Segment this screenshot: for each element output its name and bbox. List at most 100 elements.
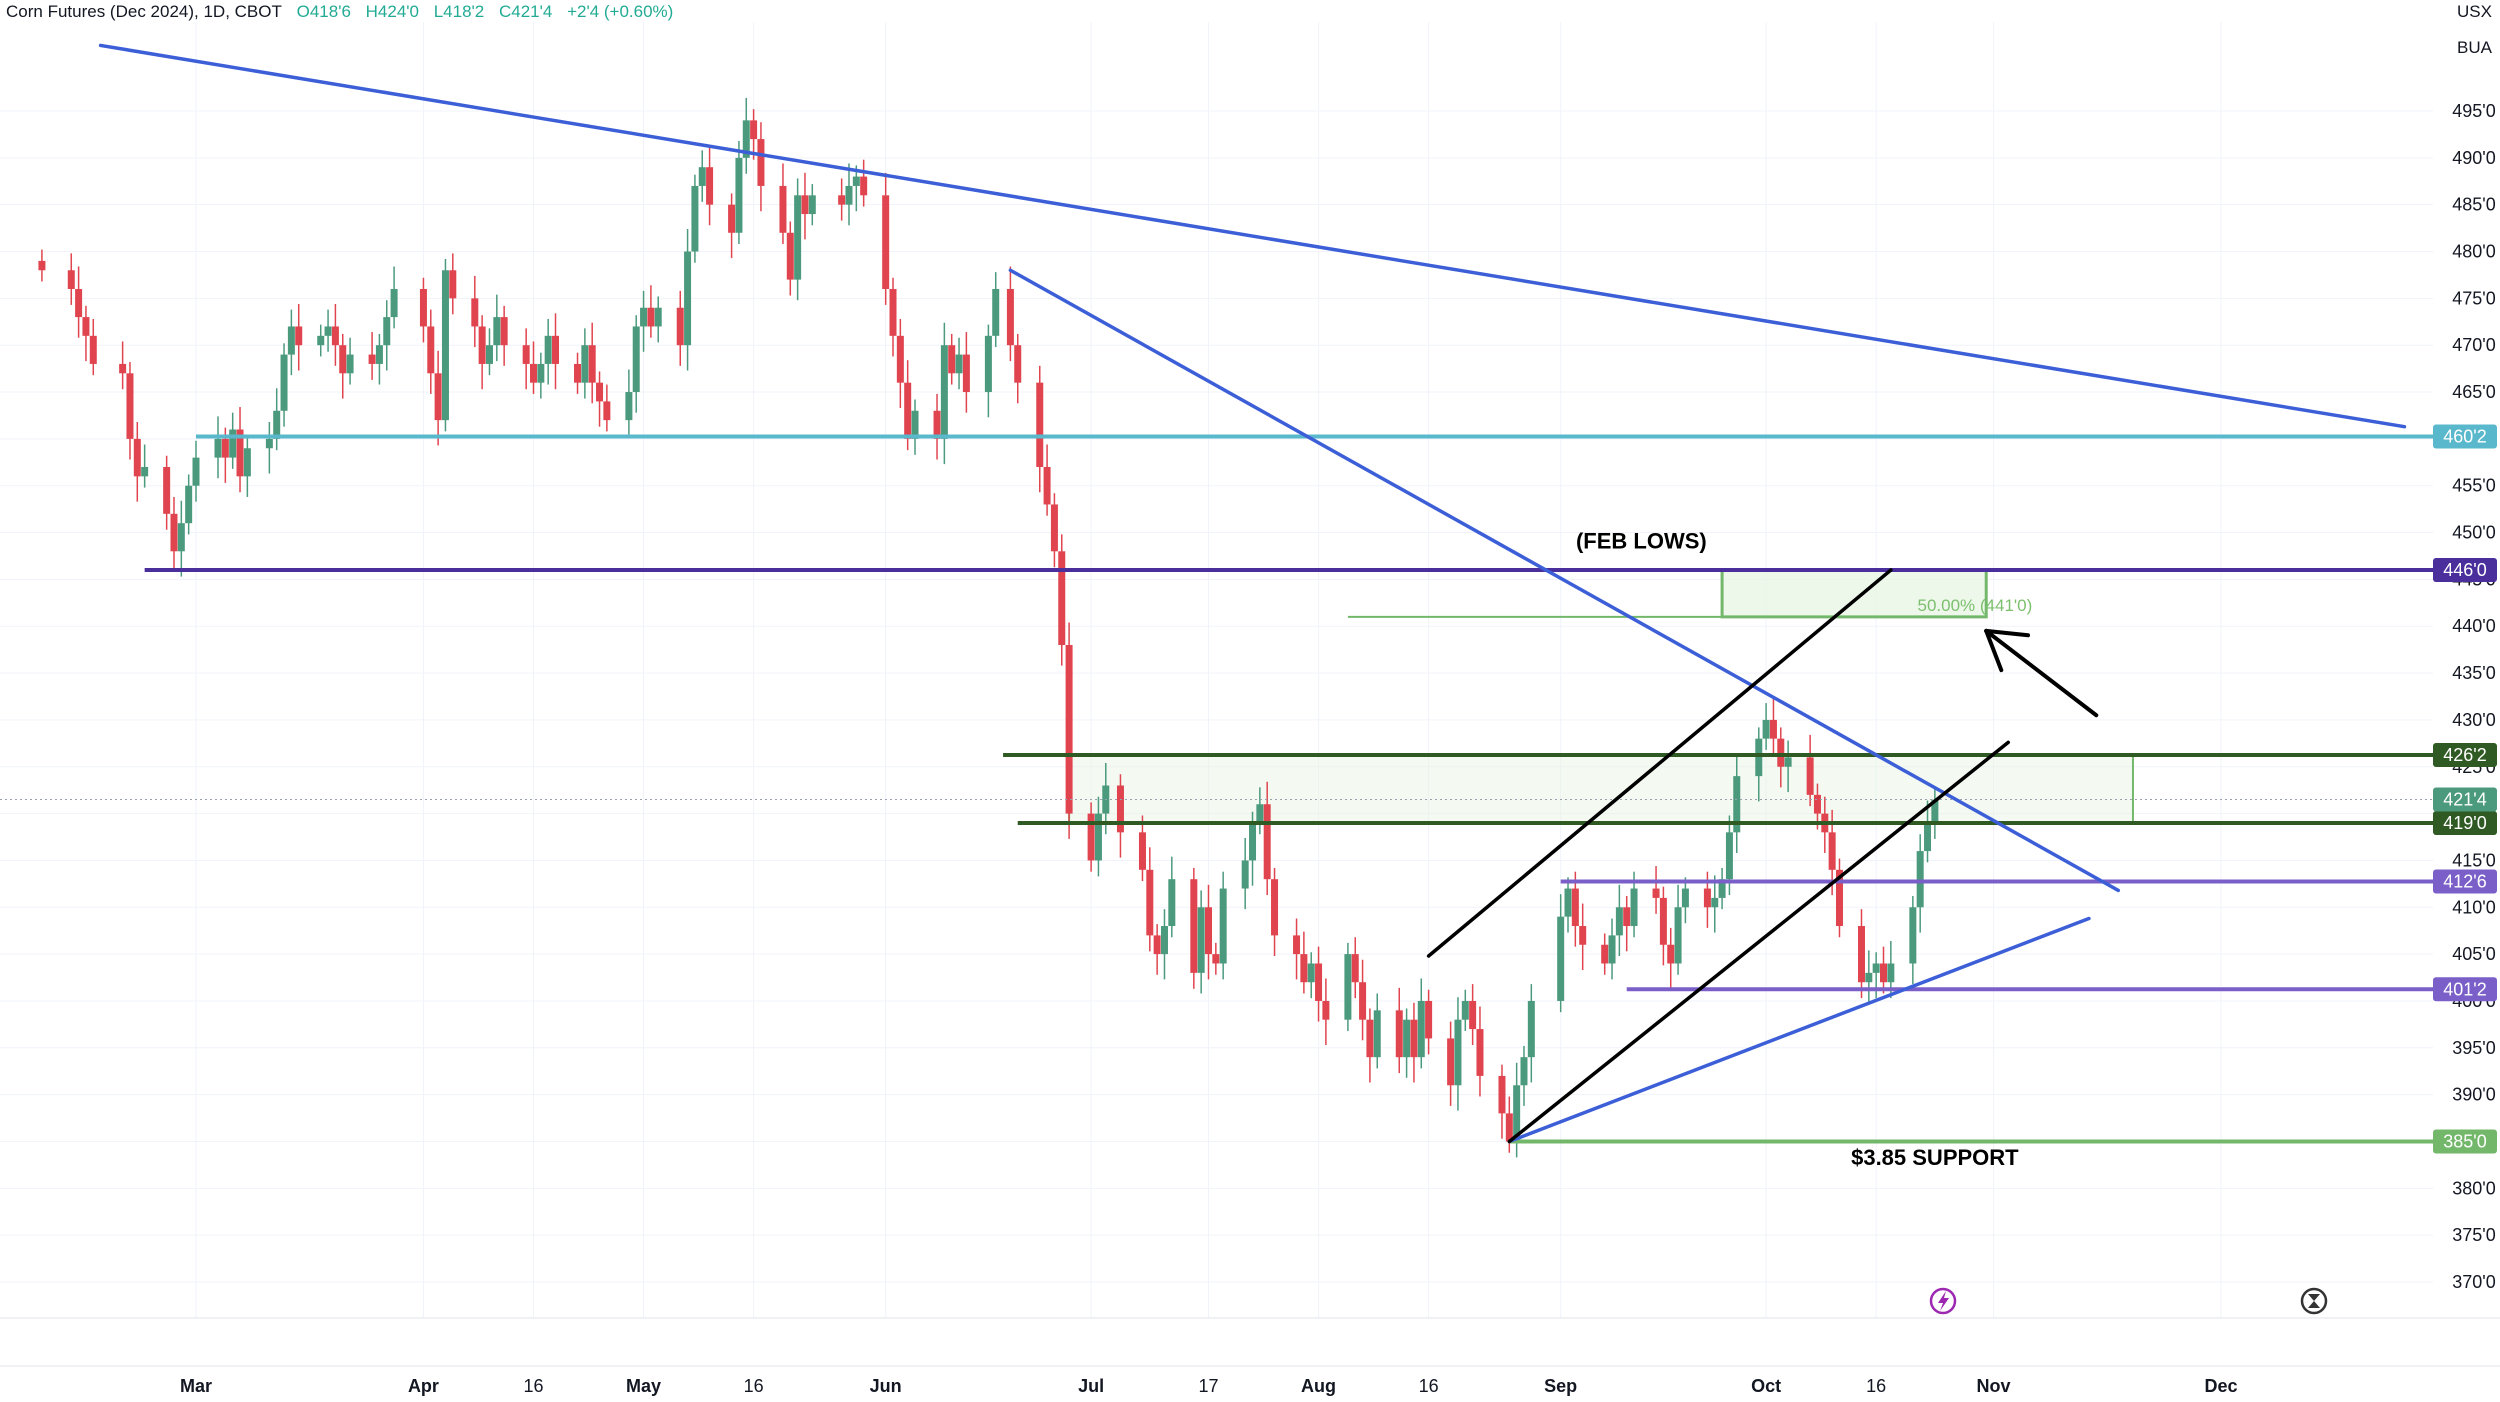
candle-body [163,466,171,514]
candle-body [684,251,692,346]
candle-body [1931,799,1939,823]
price-axis[interactable]: 370'0375'0380'0385'0390'0395'0400'0405'0… [2452,101,2495,1292]
candle-body [1006,288,1014,346]
time-tick-label: Dec [2204,1376,2237,1396]
arrow-shaft [1984,628,2099,718]
candle-body [1718,879,1726,898]
candle-body [1835,869,1843,927]
candle-body [552,335,560,364]
candle-body [1293,935,1301,955]
candle-body [1828,832,1836,870]
candle-body [757,139,765,186]
candle-body [1359,982,1367,1020]
candle-body [1344,954,1352,1020]
time-tick-label: 16 [1866,1376,1886,1396]
candle-body [654,307,662,327]
price-tag [2433,810,2497,835]
time-tick-label: Jun [870,1376,902,1396]
candle-body [1373,1010,1381,1058]
time-tick-label: Apr [408,1376,439,1396]
candle-body [992,288,1000,336]
time-tick-label: Jul [1078,1376,1104,1396]
candle-body [911,410,919,439]
price-tick-label: 490'0 [2452,148,2495,168]
candle-body [1711,897,1719,908]
candles [38,97,1939,1158]
trendline [98,43,2407,429]
candle-body [1241,860,1249,889]
time-tick-label: 17 [1198,1376,1218,1396]
candle-body [1564,888,1572,917]
price-tick-label: 495'0 [2452,101,2495,121]
candle-body [742,120,750,158]
candle-body [1014,345,1022,383]
candle-body [1674,907,1682,964]
lightning-icon[interactable] [1929,1287,1957,1315]
candle-body [1681,888,1689,908]
candle-body [845,185,853,205]
annotation-text: (FEB LOWS) [1576,528,1707,553]
currency-unit[interactable]: USX [2457,2,2492,21]
currency-unit-2[interactable]: BUA [2457,38,2492,57]
price-tag-label: 446'0 [2443,560,2486,580]
candle-body [1036,382,1044,467]
candle-body [522,345,530,364]
candle-body [625,392,633,421]
candle-body [1659,897,1667,945]
candle-body [1168,879,1176,927]
candle-body [735,157,743,233]
price-tag [2433,977,2497,1002]
candle-body [1865,972,1873,983]
price-tick-label: 430'0 [2452,710,2495,730]
candle-body [441,270,449,421]
candle-body [1146,869,1154,936]
symbol-title[interactable]: Corn Futures (Dec 2024), 1D, CBOT [6,2,282,21]
candle-body [427,326,435,374]
candle-body [603,401,611,421]
price-tick-label: 450'0 [2452,523,2495,543]
candle-body [1527,1000,1535,1058]
candle-body [882,195,890,289]
candle-body [1667,944,1675,964]
candle-body [331,326,339,346]
highlight-zone [1720,568,1988,619]
candle-body [236,429,244,477]
candle-body [38,260,46,271]
candle-body [1322,1000,1330,1020]
candle-body [779,185,787,233]
candle-body [1725,832,1733,880]
candle-body [170,513,178,552]
price-tag [2433,424,2497,449]
candle-body [1615,907,1623,936]
candle-body [390,288,398,318]
candle-body [287,326,295,355]
candle-body [1395,1010,1403,1058]
candle-body [647,307,655,327]
candle-body [1520,1057,1528,1086]
hourglass-icon[interactable] [2300,1287,2328,1315]
candle-body [1630,888,1638,927]
price-tag-label: 419'0 [2443,813,2486,833]
candle-body [1880,963,1887,983]
candle-body [1087,813,1095,861]
change-value: +2'4 (+0.60%) [567,2,674,21]
time-axis[interactable]: Mar Apr 16 May 16 Jun Jul 17 Aug 16 Sep Oct 16 Nov Dec [180,1376,2238,1396]
candle-body [1307,963,1315,983]
candle-body [1116,785,1124,833]
time-tick-label: Nov [1977,1376,2011,1396]
candle-body [449,270,457,299]
candle-body [1806,757,1814,795]
candle-body [280,354,288,411]
candle-body [1249,822,1257,861]
arrow-head [1984,628,2030,638]
candle-body [889,288,897,336]
candle-body [1571,888,1579,927]
candle-body [1447,1038,1455,1086]
candle-body [1271,879,1279,936]
price-tick-label: 380'0 [2452,1178,2495,1198]
candle-body [1410,1019,1418,1058]
trendlines [98,43,2407,1144]
candle-body [1058,551,1066,645]
candle-body [1623,907,1631,927]
